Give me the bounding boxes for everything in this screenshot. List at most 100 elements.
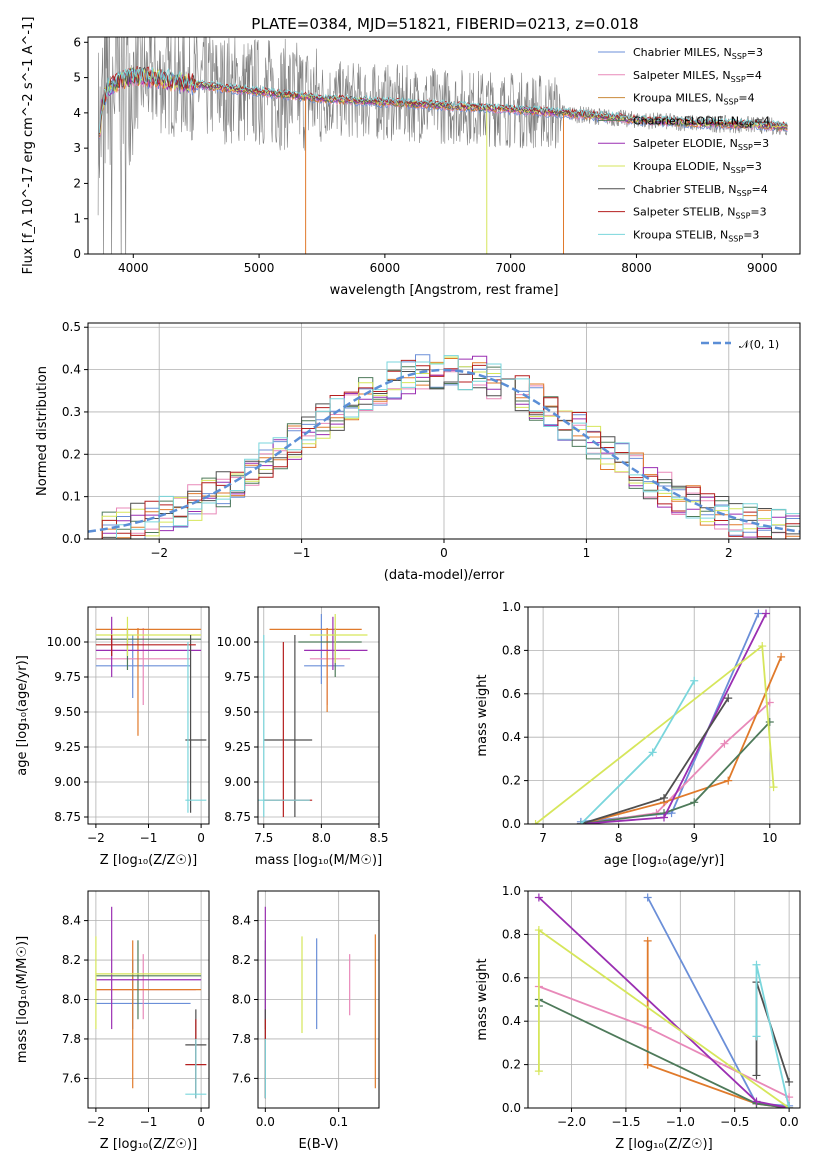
legend-label: Kroupa MILES, NSSP=4 <box>633 92 755 107</box>
legend-label: Chabrier ELODIE, NSSP=4 <box>633 114 770 129</box>
y-tick-label: 0.6 <box>502 971 521 985</box>
y-tick-label: 0.4 <box>502 1014 521 1028</box>
legend-subscript: SSP <box>739 120 754 129</box>
legend-count: =4 <box>754 114 770 127</box>
x-tick-label: 9 <box>690 831 698 845</box>
y-tick-label: 0.5 <box>62 320 81 334</box>
x-tick-label: −2 <box>150 546 168 560</box>
x-tick-label: −1 <box>140 831 158 845</box>
y-tick-label: 0.2 <box>502 1058 521 1072</box>
legend-count: =4 <box>746 69 762 82</box>
legend-label: Kroupa ELODIE, NSSP=3 <box>633 160 762 175</box>
series-line <box>580 613 767 824</box>
y-tick-label: 10.00 <box>47 635 81 649</box>
panel-age-vs-Z: −2 −1 0 8.75 9.00 9.25 9.50 9.75 10.00 Z [log₁₀(Z… <box>15 606 210 868</box>
y-tick-label: 1.0 <box>502 600 521 614</box>
y-tick-label: 0.0 <box>62 532 81 546</box>
series-point <box>724 694 733 703</box>
legend-count: =3 <box>747 46 763 59</box>
panel-mass-vs-Z: −2 −1 0 7.6 7.8 8.0 8.2 8.4 Z [log₁₀(Z/Z☉)] mass … <box>15 890 210 1152</box>
y-tick-label: 9.75 <box>54 670 81 684</box>
x-tick-label: 8000 <box>621 261 652 275</box>
series-line <box>580 721 771 824</box>
series-point <box>531 820 540 824</box>
series-point <box>643 1060 652 1069</box>
histogram-step <box>88 359 800 539</box>
series-line <box>646 897 790 1107</box>
y-axis-label: mass weight <box>475 958 490 1040</box>
series-point <box>690 676 699 685</box>
x-tick-label: 0.1 <box>329 1115 348 1129</box>
x-axis-label: age [log₁₀(age/yr)] <box>604 853 725 868</box>
series-point <box>752 1097 761 1106</box>
figure-panels: Chabrier MILES, NSSP=3 Salpeter MILES, NS… <box>15 17 801 1152</box>
y-tick-label: 0.0 <box>502 817 521 831</box>
histogram-step <box>88 369 800 539</box>
plot-area <box>258 614 368 817</box>
y-axis-label: age [log₁₀(age/yr)] <box>15 655 30 776</box>
y-axis-label: Flux [f_λ 10^-17 erg cm^-2 s^-1 A^-1] <box>21 17 36 275</box>
x-tick-label: 10 <box>762 831 777 845</box>
legend-count: =4 <box>738 92 754 105</box>
x-tick-label: 6000 <box>370 261 401 275</box>
x-axis-label: (data-model)/error <box>384 568 505 583</box>
y-tick-label: 7.6 <box>62 1071 81 1085</box>
x-tick-label: 1 <box>583 546 591 560</box>
y-tick-label: 0.8 <box>502 643 521 657</box>
y-tick-label: 8.2 <box>62 953 81 967</box>
x-tick-label: −1 <box>140 1115 158 1129</box>
series-point <box>648 748 657 757</box>
legend-count: =3 <box>746 160 762 173</box>
x-tick-label: −2.0 <box>557 1115 586 1129</box>
panel-residuals: 𝒩(0, 1) −2 −1 0 1 2 0.0 0.1 0.2 0.3 0.4 0.5 (data-mo… <box>35 320 801 583</box>
series-point <box>534 926 543 935</box>
x-tick-label: −0.5 <box>720 1115 749 1129</box>
legend-subscript: SSP <box>738 143 753 152</box>
x-tick-label: 0 <box>440 546 448 560</box>
legend-label: Salpeter ELODIE, NSSP=3 <box>633 137 769 152</box>
series-point <box>752 960 761 969</box>
panel-age-vs-mass: 7.5 8.0 8.5 8.75 9.00 9.25 9.50 9.75 10.00 mass [… <box>217 606 389 868</box>
series-point <box>769 783 778 792</box>
series-line <box>755 981 790 1083</box>
series-point <box>660 813 668 822</box>
series-point <box>534 893 543 902</box>
legend-count: =3 <box>753 137 769 150</box>
series-point <box>690 798 699 807</box>
series-point <box>785 1104 794 1108</box>
x-axis-label: Z [log₁₀(Z/Z☉)] <box>100 1137 197 1152</box>
y-tick-label: 10.00 <box>217 635 251 649</box>
legend-subscript: SSP <box>732 52 747 61</box>
axes-frame <box>257 606 380 825</box>
series-point <box>720 739 729 748</box>
plot-area <box>534 893 794 1108</box>
legend-count: =3 <box>750 206 766 219</box>
x-tick-label: 4000 <box>118 261 149 275</box>
y-tick-label: 9.75 <box>224 670 251 684</box>
y-tick-label: 5 <box>73 71 81 85</box>
y-tick-label: 6 <box>73 35 81 49</box>
y-tick-label: 9.50 <box>54 705 81 719</box>
series-line <box>646 940 790 1108</box>
plot-area <box>97 37 788 254</box>
model-line <box>98 68 788 137</box>
x-axis-label: mass [log₁₀(M/M☉)] <box>255 853 382 868</box>
axes-frame <box>527 606 801 825</box>
legend-label: Salpeter MILES, NSSP=4 <box>633 69 762 84</box>
y-tick-label: 8.4 <box>62 914 81 928</box>
plot-area <box>88 354 800 539</box>
x-tick-label: −2 <box>87 831 105 845</box>
x-tick-label: 2 <box>725 546 733 560</box>
x-axis-label: Z [log₁₀(Z/Z☉)] <box>615 1137 712 1152</box>
y-tick-label: 8.75 <box>224 810 251 824</box>
y-tick-label: 2 <box>73 176 81 190</box>
figure-title: PLATE=0384, MJD=51821, FIBERID=0213, z=0… <box>251 15 638 33</box>
series-line <box>580 680 695 824</box>
x-tick-label: 8.0 <box>312 831 331 845</box>
x-tick-label: 0.0 <box>256 1115 275 1129</box>
legend-subscript: SSP <box>735 212 750 221</box>
series-point <box>752 1032 761 1041</box>
y-tick-label: 7.8 <box>232 1032 251 1046</box>
axes-frame <box>87 36 801 255</box>
